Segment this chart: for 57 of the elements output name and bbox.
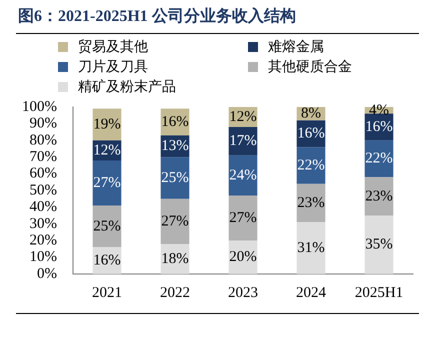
legend-label: 精矿及粉末产品 bbox=[78, 78, 176, 96]
data-label: 22% bbox=[297, 157, 325, 174]
data-label: 16% bbox=[297, 126, 325, 142]
x-tick-label: 2022 bbox=[160, 284, 190, 301]
bar bbox=[160, 198, 190, 244]
legend-label: 贸易及其他 bbox=[78, 38, 148, 56]
bar bbox=[92, 206, 122, 248]
data-label: 31% bbox=[297, 240, 325, 256]
data-label: 25% bbox=[161, 170, 189, 186]
data-label: 19% bbox=[93, 116, 121, 132]
x-tick-label: 2023 bbox=[228, 284, 258, 301]
data-label: 35% bbox=[365, 236, 393, 253]
bar bbox=[364, 177, 394, 216]
bar bbox=[296, 222, 326, 274]
data-label: 23% bbox=[297, 194, 325, 211]
data-label: 24% bbox=[229, 167, 257, 184]
y-tick-label: 100% bbox=[22, 98, 57, 115]
data-label: 16% bbox=[93, 252, 121, 269]
x-tick-label: 2024 bbox=[296, 284, 326, 301]
y-tick-label: 40% bbox=[29, 199, 57, 216]
chart-title: 图6：2021-2025H1 公司分业务收入结构 bbox=[18, 6, 296, 27]
y-tick-label: 30% bbox=[29, 216, 57, 232]
data-label: 27% bbox=[93, 174, 121, 191]
y-tick-label: 0% bbox=[36, 266, 57, 282]
y-tick-label: 20% bbox=[29, 232, 57, 249]
data-label: 23% bbox=[365, 188, 393, 204]
data-label: 18% bbox=[161, 250, 189, 267]
bar bbox=[160, 157, 190, 199]
legend-label: 难熔金属 bbox=[268, 38, 324, 56]
data-label: 16% bbox=[365, 118, 393, 135]
y-tick-label: 10% bbox=[29, 249, 57, 266]
y-tick-label: 70% bbox=[29, 149, 57, 166]
data-label: 20% bbox=[229, 249, 257, 266]
data-label: 12% bbox=[93, 142, 121, 158]
x-tick-label: 2021 bbox=[92, 284, 122, 301]
y-tick-label: 50% bbox=[29, 182, 57, 198]
data-label: 13% bbox=[161, 138, 189, 154]
y-tick-label: 90% bbox=[29, 116, 57, 132]
data-label: 27% bbox=[229, 210, 257, 226]
legend-label: 其他硬质合金 bbox=[268, 58, 352, 76]
data-label: 8% bbox=[301, 106, 321, 122]
bar bbox=[228, 196, 258, 241]
bar bbox=[228, 155, 258, 196]
bar bbox=[364, 216, 394, 274]
y-tick-label: 60% bbox=[29, 166, 57, 182]
legend-label: 刀片及刀具 bbox=[78, 58, 148, 76]
y-tick-label: 80% bbox=[29, 132, 57, 148]
data-label: 25% bbox=[93, 218, 121, 234]
bar bbox=[364, 140, 394, 178]
bar bbox=[92, 160, 122, 206]
data-label: 17% bbox=[229, 133, 257, 150]
data-label: 27% bbox=[161, 213, 189, 230]
data-label: 22% bbox=[365, 150, 393, 167]
x-tick-label: 2025H1 bbox=[354, 284, 404, 301]
data-label: 16% bbox=[161, 114, 189, 130]
data-label: 12% bbox=[229, 108, 257, 125]
bar bbox=[296, 147, 326, 184]
